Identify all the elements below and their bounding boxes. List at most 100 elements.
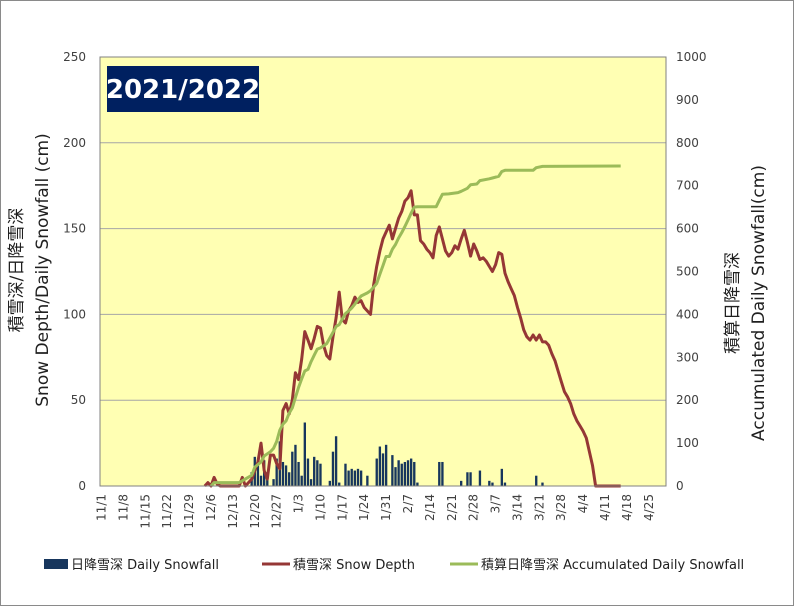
accumulated-snowfall-line	[209, 164, 621, 488]
right-tick-label: 800	[676, 136, 699, 150]
legend-label-depth: 積雪深 Snow Depth	[293, 558, 415, 573]
x-tick-label: 3/14	[510, 494, 524, 521]
daily-snowfall-bar	[441, 461, 444, 486]
daily-snowfall-bar	[309, 479, 313, 486]
legend-item-accum: 積算日降雪深 Accumulated Daily Snowfall	[450, 558, 744, 573]
legend-label-accum: 積算日降雪深 Accumulated Daily Snowfall	[481, 558, 744, 573]
right-tick-label: 700	[676, 179, 699, 193]
daily-snowfall-bar	[331, 451, 335, 486]
daily-snowfall-bar	[356, 468, 360, 486]
right-tick-label: 1000	[676, 50, 707, 64]
x-tick-label: 11/22	[160, 494, 174, 529]
left-axis-ticks: 0 50 100 150 200 250	[63, 50, 86, 493]
right-tick-label: 100	[676, 436, 699, 450]
legend-label-daily: 日降雪深 Daily Snowfall	[71, 558, 219, 573]
x-tick-label: 11/8	[116, 494, 130, 521]
daily-snowfall-bar	[488, 480, 491, 486]
daily-snowfall-bar	[328, 480, 332, 486]
daily-snowfall-bar	[306, 458, 310, 486]
legend-item-depth: 積雪深 Snow Depth	[262, 558, 415, 573]
daily-snowfall-bar	[413, 461, 416, 486]
daily-snowfall-bar	[291, 451, 294, 486]
daily-snowfall-bar	[403, 461, 407, 486]
daily-snowfall-bar	[469, 472, 472, 486]
season-box	[107, 66, 259, 112]
daily-snowfall-bar	[460, 480, 463, 486]
daily-snowfall-bar	[394, 467, 397, 486]
daily-snowfall-bar	[375, 458, 378, 486]
x-tick-label: 4/4	[576, 494, 590, 513]
daily-snowfall-bar	[275, 458, 278, 486]
x-tick-label: 4/25	[642, 494, 656, 521]
x-tick-label: 1/17	[335, 494, 349, 521]
daily-snowfall-bar	[350, 468, 353, 486]
daily-snowfall-bar	[316, 460, 319, 486]
daily-snowfall-bar	[406, 460, 410, 486]
right-tick-label: 500	[676, 265, 699, 279]
daily-snowfall-bar	[378, 446, 382, 486]
x-tick-label: 12/27	[270, 494, 284, 529]
left-tick-label: 250	[63, 50, 86, 64]
daily-snowfall-bar	[478, 470, 482, 486]
daily-snowfall-bar	[397, 460, 400, 486]
right-axis-title-line1: 積算日降雪深	[723, 252, 743, 354]
x-tick-label: 1/24	[357, 494, 371, 521]
right-tick-label: 900	[676, 93, 699, 107]
left-axis-title-line2: Snow Depth/Daily Snowfall (cm)	[33, 133, 53, 407]
daily-snowfall-bar	[319, 463, 322, 486]
right-tick-label: 400	[676, 307, 699, 321]
daily-snowfall-bar	[416, 482, 419, 486]
daily-snowfall-bar	[541, 482, 544, 486]
x-axis-ticks: 11/1 11/8 11/15 11/22 11/29 12/6 12/13 12/20 12/…	[95, 494, 656, 529]
legend-item-daily: 日降雪深 Daily Snowfall	[44, 558, 219, 573]
daily-snowfall-bar	[300, 475, 303, 486]
x-tick-label: 2/7	[401, 494, 415, 513]
daily-snowfall-bar	[381, 453, 385, 486]
daily-snowfall-bars	[250, 422, 544, 486]
right-tick-label: 300	[676, 350, 699, 364]
daily-snowfall-bar	[347, 470, 350, 486]
daily-snowfall-bar	[259, 475, 263, 486]
x-tick-label: 4/11	[598, 494, 612, 521]
daily-snowfall-bar	[334, 436, 338, 486]
left-tick-label: 50	[71, 393, 86, 407]
daily-snowfall-bar	[256, 465, 260, 486]
left-tick-label: 100	[63, 307, 86, 321]
daily-snowfall-bar	[359, 470, 363, 486]
x-tick-label: 1/10	[313, 494, 327, 521]
x-tick-label: 1/3	[292, 494, 306, 513]
right-axis-title-line2: Accumulated Daily Snowfall(cm)	[749, 165, 769, 441]
daily-snowfall-bar	[366, 475, 369, 486]
daily-snowfall-bar	[438, 461, 441, 486]
left-tick-label: 200	[63, 136, 86, 150]
x-tick-label: 3/28	[554, 494, 568, 521]
left-tick-label: 150	[63, 222, 86, 236]
x-tick-label: 12/6	[204, 494, 218, 521]
plot-border	[99, 56, 667, 487]
x-tick-label: 11/29	[182, 494, 196, 529]
legend: 日降雪深 Daily Snowfall 積雪深 Snow Depth 積算日降雪…	[44, 558, 744, 573]
left-axis-title: 積雪深/日降雪深 Snow Depth/Daily Snowfall (cm)	[7, 133, 53, 407]
daily-snowfall-bar	[338, 482, 341, 486]
left-tick-label: 0	[78, 479, 86, 493]
daily-snowfall-bar	[297, 461, 300, 486]
daily-snowfall-bar	[466, 472, 469, 486]
x-tick-label: 3/7	[489, 494, 503, 513]
daily-snowfall-bar	[344, 463, 347, 486]
daily-snowfall-bar	[500, 468, 504, 486]
right-axis-title: 積算日降雪深 Accumulated Daily Snowfall(cm)	[723, 165, 769, 441]
daily-snowfall-bar	[503, 482, 507, 486]
right-axis-ticks: 0 100 200 300 400 500 600 700 800 900 1000	[676, 50, 707, 493]
x-tick-label: 1/31	[379, 494, 393, 521]
right-tick-label: 200	[676, 393, 699, 407]
season-label: 2021/2022	[106, 75, 260, 105]
daily-snowfall-bar	[409, 458, 413, 486]
x-tick-label: 2/28	[467, 494, 481, 521]
right-tick-label: 0	[676, 479, 684, 493]
legend-swatch-daily	[44, 559, 68, 569]
x-tick-label: 11/15	[138, 494, 152, 529]
daily-snowfall-bar	[535, 475, 538, 486]
x-tick-label: 11/1	[95, 494, 109, 521]
daily-snowfall-bar	[384, 444, 388, 486]
